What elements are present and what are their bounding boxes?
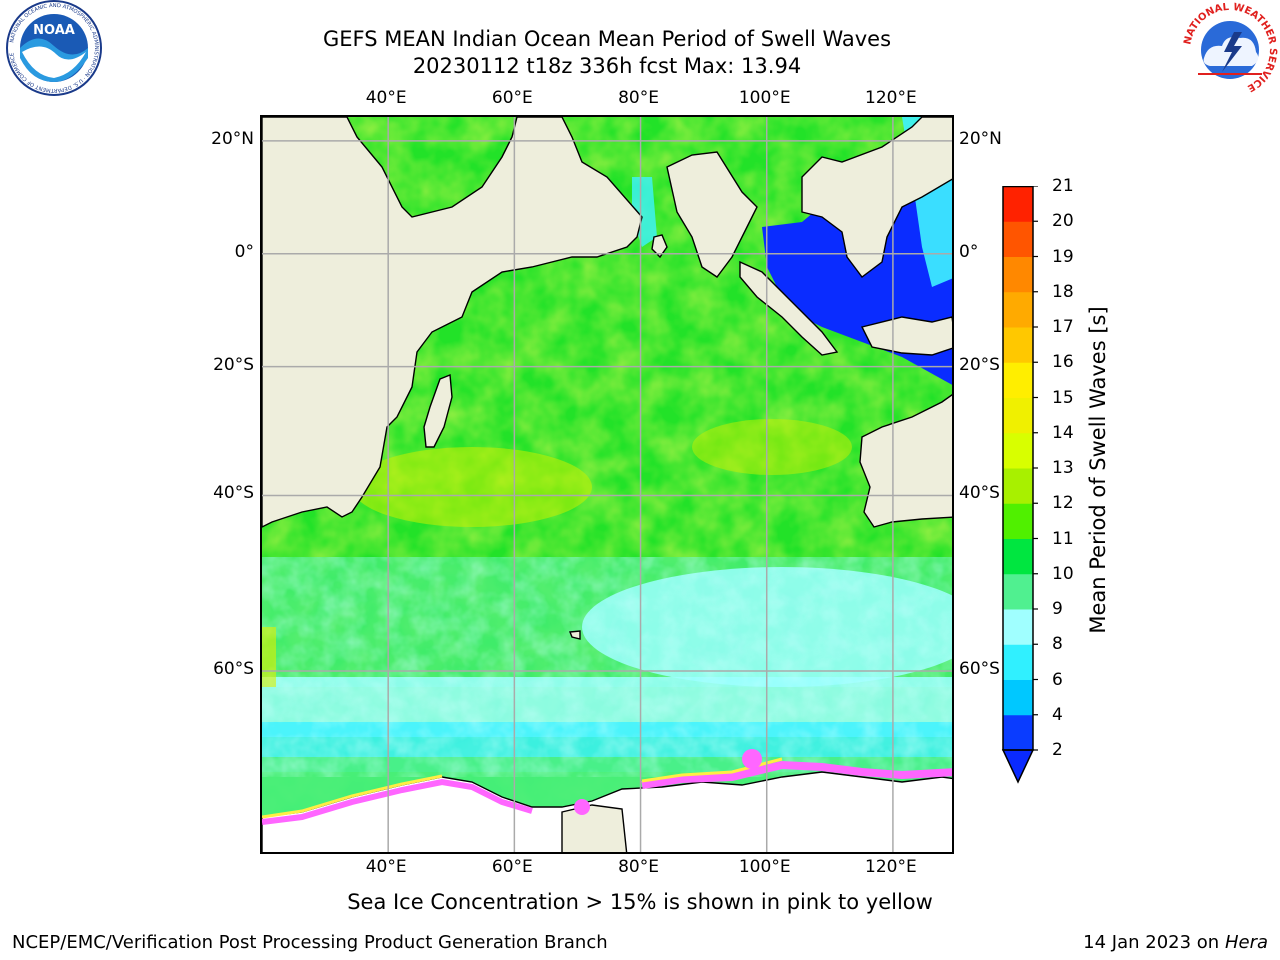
colorbar-tick-label: 13 bbox=[1052, 458, 1074, 478]
footer-date: 14 Jan 2023 on Hera bbox=[1083, 932, 1268, 953]
colorbar-segment bbox=[1003, 468, 1033, 504]
lon-label: 40°E bbox=[365, 857, 407, 877]
colorbar-segment bbox=[1003, 397, 1033, 434]
lon-label: 80°E bbox=[618, 88, 659, 108]
lat-label-left: 20°N bbox=[211, 128, 254, 149]
lon-label: 60°E bbox=[491, 88, 533, 108]
landmass bbox=[262, 117, 952, 852]
colorbar-segment bbox=[1003, 714, 1033, 751]
colorbar-tick-label: 16 bbox=[1052, 352, 1074, 373]
colorbar-tick-label: 19 bbox=[1052, 246, 1074, 267]
colorbar-extend-arrow bbox=[1001, 749, 1035, 784]
lon-label: 120°E bbox=[865, 88, 917, 108]
colorbar-tick-label: 8 bbox=[1052, 634, 1063, 655]
graticule bbox=[262, 117, 952, 852]
lat-label-right: 0° bbox=[959, 241, 979, 262]
map-svg bbox=[262, 117, 952, 852]
lon-label: 100°E bbox=[738, 88, 791, 108]
footer-date-text: 14 Jan 2023 on bbox=[1083, 932, 1225, 953]
colorbar-tick-label: 17 bbox=[1052, 317, 1074, 337]
colorbar-segment bbox=[1003, 327, 1033, 363]
colorbar-tick-label: 20 bbox=[1052, 211, 1074, 232]
colorbar-segment bbox=[1003, 256, 1033, 293]
lat-label-left: 0° bbox=[234, 241, 254, 262]
colorbar-title: Mean Period of Swell Waves [s] bbox=[1086, 306, 1110, 634]
colorbar-tick-label: 2 bbox=[1052, 740, 1063, 760]
lon-label: 100°E bbox=[738, 857, 791, 877]
sea-ice bbox=[262, 749, 952, 825]
colorbar bbox=[1001, 186, 1038, 784]
map-title: GEFS MEAN Indian Ocean Mean Period of Sw… bbox=[322, 27, 892, 51]
colorbar-tick-label: 4 bbox=[1052, 704, 1063, 725]
lon-label: 60°E bbox=[491, 857, 533, 877]
lat-label-right: 20°N bbox=[959, 128, 1002, 149]
colorbar-tick-label: 11 bbox=[1052, 528, 1074, 549]
lat-label-left: 40°S bbox=[213, 483, 254, 504]
colorbar-tick-label: 14 bbox=[1052, 422, 1074, 443]
noaa-logo: NOAA NATIONAL OCEANIC AND ATMOSPHERIC AD… bbox=[6, 0, 102, 96]
colorbar-segment bbox=[1003, 503, 1033, 539]
footer-credit: NCEP/EMC/Verification Post Processing Pr… bbox=[12, 932, 608, 953]
map-subtitle: 20230112 t18z 336h fcst Max: 13.94 bbox=[412, 54, 802, 78]
lon-label: 80°E bbox=[618, 857, 659, 877]
lat-label-left: 60°S bbox=[213, 659, 254, 680]
colorbar-segment bbox=[1003, 362, 1033, 398]
colorbar-segment bbox=[1003, 538, 1033, 575]
colorbar-tick-label: 10 bbox=[1052, 563, 1074, 584]
lat-label-right: 60°S bbox=[959, 659, 1000, 680]
lat-label-right: 40°S bbox=[959, 483, 1000, 504]
colorbar-segment bbox=[1003, 186, 1033, 222]
nws-logo: NATIONAL WEATHER SERVICE bbox=[1182, 2, 1278, 98]
sea-ice-note: Sea Ice Concentration > 15% is shown in … bbox=[347, 890, 933, 914]
colorbar-segment bbox=[1003, 221, 1033, 257]
colorbar-segment bbox=[1003, 644, 1033, 680]
lon-label: 40°E bbox=[365, 88, 407, 108]
colorbar-tick-label: 6 bbox=[1052, 669, 1063, 690]
colorbar-tick-label: 9 bbox=[1052, 599, 1063, 619]
map-plot bbox=[260, 115, 954, 854]
colorbar-tick-label: 18 bbox=[1052, 281, 1074, 302]
footer-machine: Hera bbox=[1224, 932, 1268, 953]
colorbar-tick-label: 12 bbox=[1052, 493, 1074, 514]
colorbar-segment bbox=[1003, 432, 1033, 469]
colorbar-segment bbox=[1003, 291, 1033, 328]
noaa-text: NOAA bbox=[33, 23, 75, 38]
colorbar-tick-label: 15 bbox=[1052, 387, 1074, 408]
colorbar-segment bbox=[1003, 679, 1033, 716]
colorbar-tick-label: 21 bbox=[1052, 176, 1074, 196]
lat-label-right: 20°S bbox=[959, 354, 1000, 375]
lat-label-left: 20°S bbox=[213, 354, 254, 375]
lon-label: 120°E bbox=[865, 857, 917, 877]
colorbar-segment bbox=[1003, 609, 1033, 645]
colorbar-segment bbox=[1003, 573, 1033, 610]
